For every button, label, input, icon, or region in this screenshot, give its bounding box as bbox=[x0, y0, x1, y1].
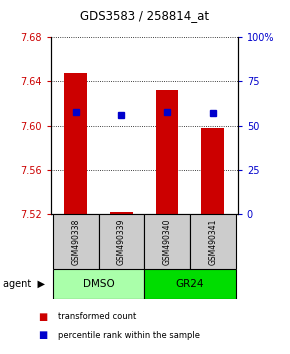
Text: GSM490341: GSM490341 bbox=[208, 218, 217, 265]
Text: transformed count: transformed count bbox=[58, 312, 136, 321]
Text: GDS3583 / 258814_at: GDS3583 / 258814_at bbox=[80, 10, 210, 22]
Bar bbox=[156, 90, 178, 214]
Bar bbox=[110, 212, 133, 214]
Text: GSM490340: GSM490340 bbox=[163, 218, 172, 265]
Bar bbox=[190, 214, 235, 269]
Bar bbox=[53, 214, 99, 269]
Text: percentile rank within the sample: percentile rank within the sample bbox=[58, 331, 200, 340]
Text: GR24: GR24 bbox=[176, 279, 204, 289]
Bar bbox=[53, 269, 144, 299]
Bar bbox=[64, 73, 87, 214]
Text: ■: ■ bbox=[38, 330, 47, 340]
Text: ■: ■ bbox=[38, 312, 47, 322]
Text: agent  ▶: agent ▶ bbox=[3, 279, 45, 289]
Text: GSM490339: GSM490339 bbox=[117, 218, 126, 265]
Bar bbox=[201, 128, 224, 214]
Text: DMSO: DMSO bbox=[83, 279, 115, 289]
Bar bbox=[99, 214, 144, 269]
Text: GSM490338: GSM490338 bbox=[71, 218, 80, 265]
Bar bbox=[144, 214, 190, 269]
Bar bbox=[144, 269, 235, 299]
